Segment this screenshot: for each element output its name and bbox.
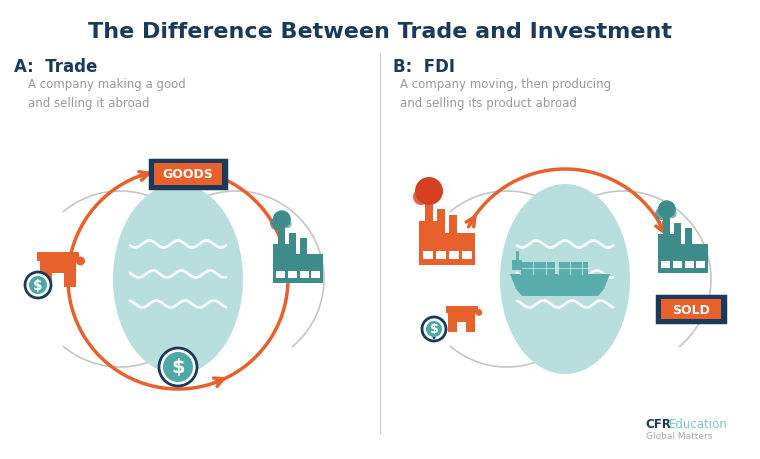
Circle shape xyxy=(462,309,469,316)
FancyBboxPatch shape xyxy=(289,233,296,255)
Circle shape xyxy=(25,272,51,298)
Text: A company making a good
and selling it abroad: A company making a good and selling it a… xyxy=(28,78,185,110)
Circle shape xyxy=(58,257,67,266)
FancyBboxPatch shape xyxy=(419,234,475,265)
FancyBboxPatch shape xyxy=(685,229,692,245)
FancyBboxPatch shape xyxy=(658,245,708,274)
Polygon shape xyxy=(516,289,604,297)
FancyBboxPatch shape xyxy=(685,261,694,268)
FancyBboxPatch shape xyxy=(425,202,433,234)
Circle shape xyxy=(29,276,47,294)
Text: CFR: CFR xyxy=(645,418,671,431)
FancyBboxPatch shape xyxy=(520,263,555,274)
FancyBboxPatch shape xyxy=(446,307,478,313)
Text: $: $ xyxy=(33,279,43,292)
Circle shape xyxy=(283,220,292,229)
Circle shape xyxy=(426,321,442,337)
Circle shape xyxy=(476,309,483,316)
FancyBboxPatch shape xyxy=(658,234,678,245)
FancyBboxPatch shape xyxy=(696,261,705,268)
FancyBboxPatch shape xyxy=(37,252,79,257)
Circle shape xyxy=(273,211,291,229)
FancyBboxPatch shape xyxy=(437,210,445,234)
FancyBboxPatch shape xyxy=(419,222,441,234)
FancyBboxPatch shape xyxy=(52,274,64,287)
FancyBboxPatch shape xyxy=(423,252,433,259)
Circle shape xyxy=(422,317,446,341)
FancyBboxPatch shape xyxy=(458,322,467,332)
Text: The Difference Between Trade and Investment: The Difference Between Trade and Investm… xyxy=(88,22,672,42)
Text: $: $ xyxy=(429,323,439,336)
Circle shape xyxy=(415,178,443,206)
Text: B:  FDI: B: FDI xyxy=(393,58,455,76)
FancyBboxPatch shape xyxy=(299,239,307,255)
Circle shape xyxy=(163,352,193,382)
FancyBboxPatch shape xyxy=(312,271,321,278)
FancyBboxPatch shape xyxy=(273,244,293,255)
FancyBboxPatch shape xyxy=(512,260,522,270)
Circle shape xyxy=(159,348,197,386)
Polygon shape xyxy=(510,274,610,289)
Circle shape xyxy=(469,309,476,316)
FancyBboxPatch shape xyxy=(436,252,446,259)
FancyBboxPatch shape xyxy=(674,224,681,245)
FancyBboxPatch shape xyxy=(277,271,286,278)
FancyBboxPatch shape xyxy=(449,252,459,259)
Text: A company moving, then producing
and selling its product abroad: A company moving, then producing and sel… xyxy=(400,78,611,110)
Ellipse shape xyxy=(500,185,630,374)
FancyBboxPatch shape xyxy=(462,252,472,259)
Circle shape xyxy=(270,218,283,230)
FancyBboxPatch shape xyxy=(449,216,457,234)
FancyBboxPatch shape xyxy=(40,259,76,287)
Circle shape xyxy=(40,257,49,266)
Circle shape xyxy=(67,257,76,266)
FancyBboxPatch shape xyxy=(661,261,670,268)
Circle shape xyxy=(655,208,668,221)
FancyBboxPatch shape xyxy=(278,226,286,255)
Ellipse shape xyxy=(113,185,243,374)
FancyBboxPatch shape xyxy=(150,161,226,189)
Text: Education: Education xyxy=(669,418,728,431)
Text: Global Matters: Global Matters xyxy=(646,431,712,441)
Circle shape xyxy=(413,190,429,206)
FancyBboxPatch shape xyxy=(288,271,297,278)
Circle shape xyxy=(448,309,455,316)
FancyBboxPatch shape xyxy=(154,164,222,185)
FancyBboxPatch shape xyxy=(663,216,670,245)
FancyBboxPatch shape xyxy=(657,297,725,322)
Text: $: $ xyxy=(171,358,185,377)
FancyBboxPatch shape xyxy=(558,263,588,274)
Circle shape xyxy=(76,257,85,266)
Text: GOODS: GOODS xyxy=(163,168,214,181)
Text: SOLD: SOLD xyxy=(672,303,710,316)
FancyBboxPatch shape xyxy=(37,253,79,262)
Circle shape xyxy=(455,309,462,316)
Circle shape xyxy=(49,257,58,266)
Circle shape xyxy=(668,210,676,219)
Text: A:  Trade: A: Trade xyxy=(14,58,97,76)
FancyBboxPatch shape xyxy=(448,311,476,332)
FancyBboxPatch shape xyxy=(273,255,323,284)
FancyBboxPatch shape xyxy=(446,306,478,310)
FancyBboxPatch shape xyxy=(299,271,309,278)
Circle shape xyxy=(658,201,676,219)
FancyBboxPatch shape xyxy=(673,261,682,268)
FancyBboxPatch shape xyxy=(661,299,721,319)
